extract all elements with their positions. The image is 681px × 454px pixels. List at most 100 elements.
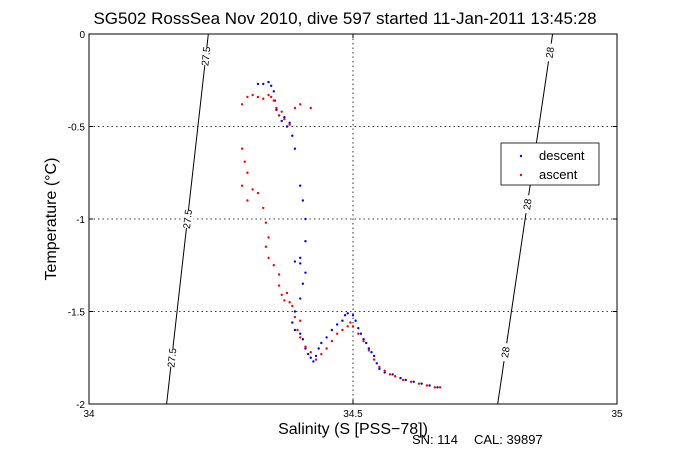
ascent-point — [417, 382, 421, 385]
descent-point — [293, 147, 297, 150]
descent-point — [312, 360, 315, 363]
ascent-point — [383, 369, 386, 372]
legend-label-ascent: ascent — [539, 167, 578, 182]
ascent-point — [325, 347, 328, 350]
ascent-point — [357, 332, 360, 335]
descent-point — [275, 108, 278, 112]
ascent-point — [277, 114, 281, 117]
ascent-point — [372, 358, 376, 361]
ascent-point — [330, 339, 334, 343]
ascent-point — [272, 99, 275, 102]
descent-point — [404, 378, 407, 382]
descent-point — [301, 199, 305, 202]
ascent-point — [309, 351, 312, 354]
descent-point — [299, 297, 302, 300]
legend: descent ascent — [500, 142, 600, 186]
ascent-point — [240, 184, 244, 187]
ascent-point — [362, 339, 365, 343]
isopycnal-label: 27.5 — [166, 347, 179, 368]
descent-point — [304, 240, 307, 243]
ascent-point — [267, 236, 270, 239]
descent-point — [362, 338, 365, 341]
ascent-point — [351, 325, 355, 328]
x-axis-label: Salinity (S [PSS−78]) — [278, 421, 428, 438]
descent-point — [365, 341, 368, 345]
ascent-point — [388, 373, 392, 376]
ascent-point — [433, 386, 437, 389]
y-tick-label: 0 — [79, 30, 85, 41]
ascent-point — [262, 97, 265, 100]
isopycnal-label-bg — [520, 194, 535, 214]
descent-point — [280, 119, 283, 123]
ascent-point — [256, 95, 260, 99]
descent-point — [354, 319, 357, 322]
ascent-point — [246, 95, 249, 99]
descent-point — [267, 80, 270, 84]
isopycnal-label-group: 27.5 — [198, 46, 213, 67]
ascent-point — [299, 319, 302, 322]
descent-point — [262, 82, 265, 86]
ascent-point — [401, 378, 405, 382]
x-tick-label: 35 — [611, 409, 623, 420]
isopycnal-lines: 27.5 27.5 27.5 28 28 28 — [164, 33, 558, 405]
descent-point — [304, 217, 307, 221]
x-tick-label: 34.5 — [343, 409, 363, 420]
y-tick-label: -1.5 — [68, 308, 86, 319]
descent-point — [341, 319, 344, 322]
descent-point — [367, 347, 371, 350]
descent-point — [283, 116, 286, 119]
descent-point — [370, 351, 373, 354]
ascent-point — [264, 245, 268, 248]
descent-point — [299, 332, 302, 335]
legend-label-descent: descent — [539, 148, 585, 163]
ascent-point — [304, 345, 307, 348]
isopycnal-label-group: 27.5 — [164, 347, 179, 368]
ascent-point — [335, 332, 339, 335]
ascent-point — [243, 160, 246, 163]
ascent-point — [296, 328, 299, 332]
chart-title: SG502 RossSea Nov 2010, dive 597 started… — [93, 9, 596, 28]
ascent-point — [267, 93, 270, 97]
ascent-point — [246, 199, 249, 202]
descent-point — [391, 373, 394, 376]
descent-point — [291, 321, 294, 324]
ascent-point — [275, 106, 278, 110]
isopycnal-28 — [497, 33, 554, 405]
legend-marker-ascent — [519, 173, 523, 177]
isopycnal-label-group: 28 — [520, 194, 535, 214]
descent-point — [325, 336, 328, 339]
descent-point — [420, 382, 423, 385]
ascent-point — [299, 103, 302, 106]
ascent-point — [251, 93, 254, 97]
descent-point — [330, 328, 334, 332]
isopycnal-label-bg — [542, 42, 558, 63]
descent-point — [272, 90, 275, 93]
y-axis-label: Temperature (°C) — [43, 158, 60, 281]
descent-point — [412, 380, 415, 383]
descent-point — [304, 271, 307, 274]
descent-point — [317, 347, 320, 350]
ascent-point — [299, 336, 302, 339]
isopycnal-label: 28 — [545, 46, 558, 59]
descent-point — [359, 332, 363, 335]
descent-point — [375, 362, 378, 365]
ascent-point — [280, 110, 283, 113]
ascent-point — [378, 365, 381, 369]
descent-point — [256, 82, 260, 86]
ascent-point — [293, 106, 297, 110]
ascent-point — [309, 106, 312, 110]
y-tick-label: -2 — [76, 400, 85, 411]
legend-marker-descent — [519, 154, 523, 158]
isopycnal-label-bg — [180, 209, 195, 229]
ascent-point — [346, 325, 349, 328]
ascent-point — [283, 299, 286, 302]
descent-point — [309, 356, 312, 359]
ascent-point — [277, 273, 281, 276]
ascent-point — [394, 375, 397, 378]
descent-point — [299, 262, 302, 265]
ascent-point — [438, 386, 442, 389]
descent-point — [351, 314, 355, 317]
legend-box — [500, 142, 600, 186]
descent-point — [399, 376, 402, 380]
